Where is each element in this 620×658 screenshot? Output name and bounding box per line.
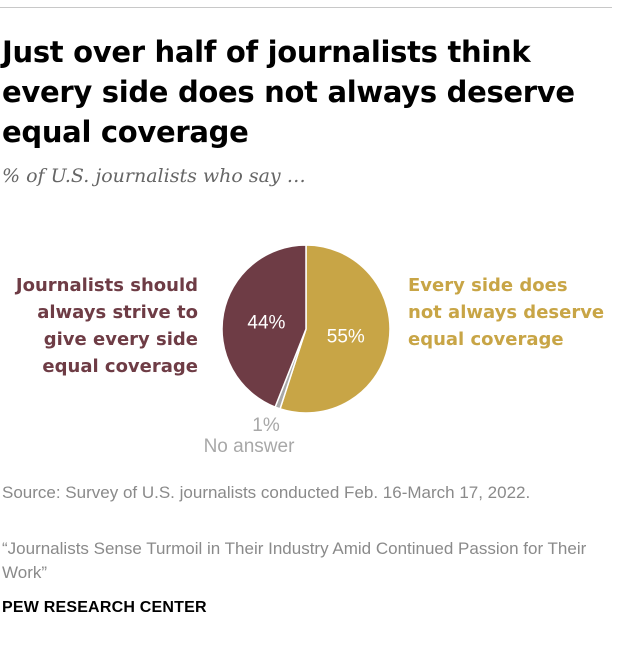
slice-not-always-deserve [279, 244, 391, 414]
source-note: Source: Survey of U.S. journalists condu… [2, 483, 531, 502]
pie-slices [221, 244, 391, 414]
category-label-no-answer: No answer [204, 436, 295, 457]
org-logo-text: PEW RESEARCH CENTER [2, 599, 207, 616]
pct-label-strive-equal: 44% [247, 312, 285, 333]
chart-title: Just over half of journalists think ever… [2, 35, 575, 149]
slice-strive-equal [221, 244, 307, 409]
category-label-strive-equal: Journalists should always strive to give e… [14, 275, 198, 377]
pct-label-not-always-deserve: 55% [327, 326, 365, 347]
pie-labels: 55% 44% Every side does not always deserve e… [14, 275, 604, 457]
chart-subtitle: % of U.S. journalists who say … [2, 165, 306, 187]
report-title: “Journalists Sense Turmoil in Their Indu… [2, 539, 587, 582]
pct-label-no-answer: 1% [252, 415, 280, 436]
category-label-not-always-deserve: Every side does not always deserve equal c… [408, 275, 604, 350]
pie-chart: 55% 44% Every side does not always deserve e… [14, 244, 604, 457]
top-rule [0, 7, 612, 8]
